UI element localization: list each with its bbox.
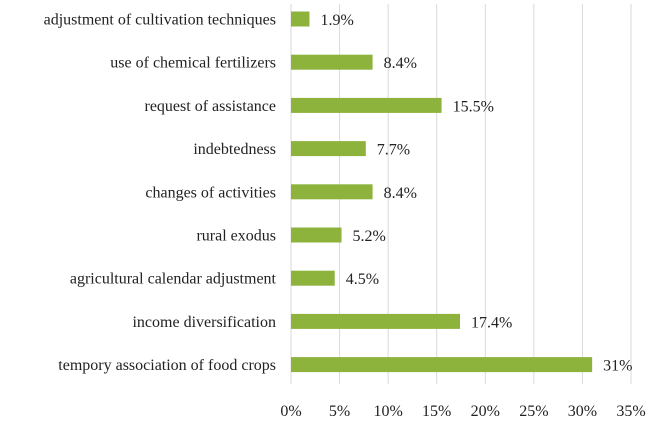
x-tick-label: 0% [280,403,301,420]
x-tick-label: 15% [422,403,451,420]
data-labels: 1.9% 8.4% 15.5% 7.7% 8.4% 5.2% 4.5% 17.4% 31% [320,12,632,375]
bar [291,97,442,113]
x-tick-label: 5% [329,403,350,420]
category-label: rural exodus [196,228,276,245]
x-tick-label: 20% [471,403,500,420]
data-label: 15.5% [453,98,494,115]
bar [291,313,461,329]
x-tick-label: 35% [616,403,645,420]
bar [291,270,335,286]
x-tick-label: 30% [568,403,597,420]
category-label: adjustment of cultivation techniques [44,12,276,29]
bar [291,54,373,70]
bar [291,11,310,27]
bar [291,184,373,200]
bar [291,227,342,243]
bars [291,11,593,373]
category-labels: adjustment of cultivation techniques use … [44,12,277,375]
x-tick-label: 25% [519,403,548,420]
data-label: 1.9% [320,12,353,29]
data-label: 17.4% [471,314,512,331]
data-label: 31% [603,358,632,375]
x-axis-tick-labels: 0% 5% 10% 15% 20% 25% 30% 35% [280,403,645,420]
data-label: 8.4% [384,55,417,72]
bar [291,357,593,373]
data-label: 7.7% [377,142,410,159]
data-label: 5.2% [353,228,386,245]
category-label: income diversification [132,314,276,331]
category-label: request of assistance [144,98,276,115]
category-label: use of chemical fertilizers [110,55,276,72]
category-label: changes of activities [145,184,276,201]
x-tick-label: 10% [373,403,402,420]
data-label: 4.5% [346,271,379,288]
category-label: indebtedness [193,141,276,158]
category-label: agricultural calendar adjustment [70,271,277,288]
category-label: tempory association of food crops [58,357,276,374]
bar [291,141,366,157]
data-label: 8.4% [384,185,417,202]
